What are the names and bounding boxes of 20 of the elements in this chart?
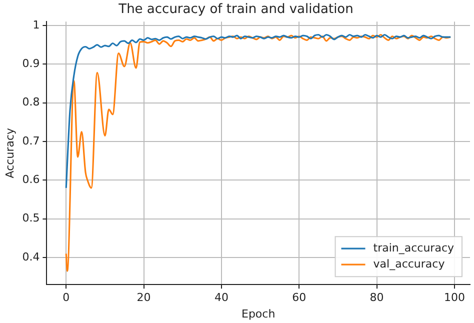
- y-tick-label: 1: [32, 18, 40, 32]
- y-tick-label: 0.7: [22, 134, 40, 148]
- x-tick-label: 100: [444, 291, 465, 304]
- y-tick-label: 0.8: [22, 96, 40, 109]
- x-tick-label: 20: [136, 291, 151, 304]
- legend-label: val_accuracy: [373, 257, 446, 270]
- chart-title: The accuracy of train and validation: [118, 2, 354, 18]
- x-tick-label: 60: [292, 291, 306, 304]
- line-series: [65, 34, 452, 189]
- y-axis-title: Accuracy: [3, 128, 16, 178]
- x-tick-label: 0: [62, 291, 70, 304]
- x-tick-label: 80: [370, 291, 384, 304]
- y-tick-label: 0.4: [22, 250, 40, 264]
- x-axis-title: Epoch: [242, 307, 276, 320]
- line-series: [65, 34, 452, 272]
- y-tick-label: 0.6: [22, 173, 40, 186]
- legend-label: train_accuracy: [373, 241, 454, 254]
- y-tick-label: 0.5: [22, 212, 40, 225]
- x-tick-label: 40: [214, 291, 228, 304]
- y-tick-label: 0.9: [22, 57, 40, 70]
